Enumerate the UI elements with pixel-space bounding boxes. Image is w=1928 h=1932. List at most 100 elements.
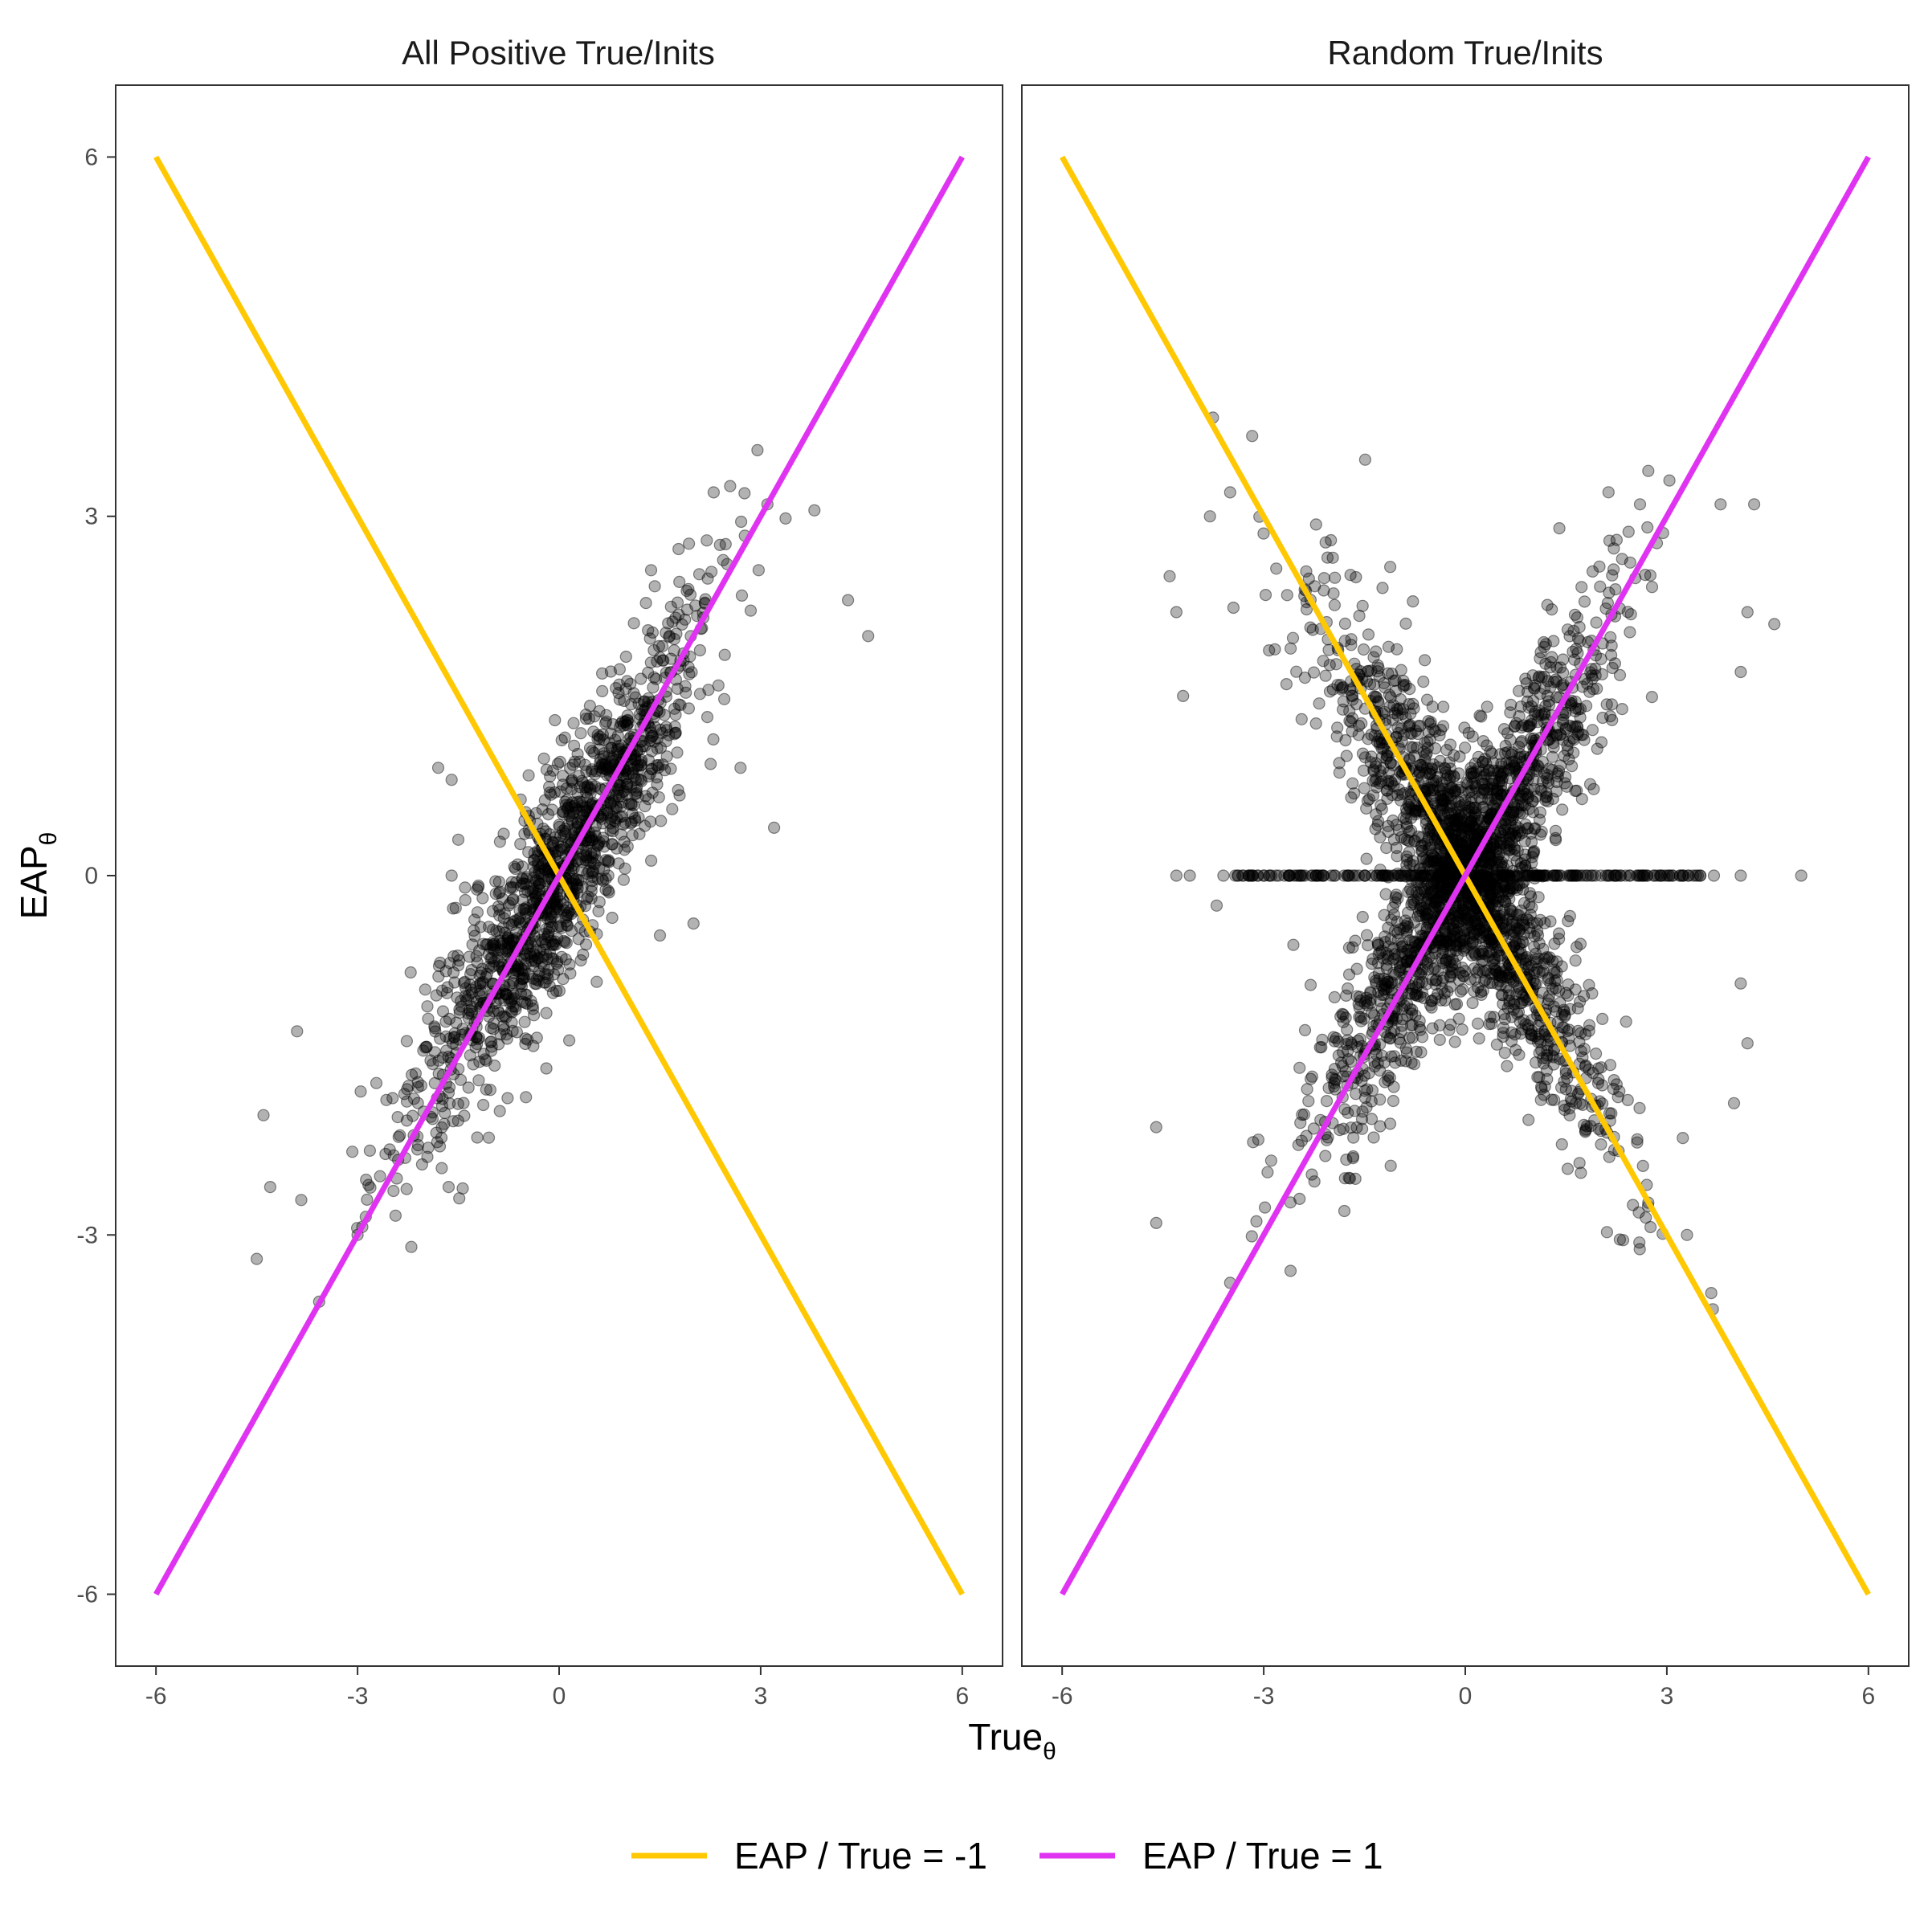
scatter-point — [492, 900, 505, 913]
x-tick-label: 3 — [1660, 1683, 1674, 1709]
scatter-point — [1600, 698, 1613, 711]
scatter-point — [492, 909, 506, 922]
scatter-point — [626, 766, 639, 780]
scatter-point — [1290, 665, 1303, 678]
scatter-point — [622, 767, 635, 781]
scatter-point — [506, 933, 519, 947]
scatter-point — [1409, 1009, 1422, 1022]
scatter-point — [666, 615, 679, 628]
scatter-point — [596, 762, 610, 775]
scatter-point — [526, 892, 539, 905]
scatter-point — [526, 1003, 540, 1015]
scatter-point — [1538, 1089, 1550, 1101]
scatter-point — [612, 790, 626, 803]
scatter-point — [1610, 1078, 1624, 1091]
scatter-point — [454, 1073, 468, 1086]
scatter-point — [669, 726, 682, 739]
scatter-point — [689, 599, 702, 612]
scatter-point — [500, 933, 514, 947]
scatter-point — [1403, 802, 1417, 815]
scatter-point — [471, 956, 484, 969]
scatter-point — [549, 938, 562, 951]
x-tick-label: -6 — [1052, 1683, 1073, 1709]
scatter-point — [1693, 869, 1707, 882]
scatter-point — [508, 992, 521, 1005]
scatter-point — [1358, 751, 1372, 764]
scatter-point — [545, 907, 558, 921]
scatter-point — [463, 1003, 476, 1017]
scatter-point — [1589, 1047, 1603, 1060]
scatter-point — [674, 699, 687, 712]
scatter-point — [557, 778, 570, 791]
scatter-point — [457, 1097, 470, 1109]
scatter-point — [531, 849, 544, 862]
scatter-point — [651, 655, 664, 668]
scatter-point — [1383, 561, 1397, 574]
scatter-point — [558, 935, 571, 949]
scatter-point — [563, 762, 577, 774]
scatter-point — [518, 1015, 531, 1028]
scatter-point — [546, 839, 560, 852]
scatter-point — [519, 1037, 532, 1051]
scatter-point — [471, 1131, 484, 1144]
scatter-point — [593, 861, 606, 875]
scatter-point — [1568, 608, 1582, 621]
scatter-point — [1514, 700, 1527, 713]
scatter-point-outlier — [808, 504, 821, 517]
scatter-point — [643, 632, 656, 645]
scatter-point — [1519, 1018, 1532, 1031]
scatter-point — [1613, 1233, 1627, 1246]
scatter-point — [1526, 856, 1538, 870]
scatter-point — [439, 1106, 451, 1120]
scatter-point — [679, 680, 692, 692]
scatter-point — [1292, 1138, 1305, 1151]
scatter-point — [587, 856, 600, 870]
scatter-point — [1570, 941, 1583, 954]
scatter-point — [1344, 569, 1357, 582]
scatter-point — [719, 537, 732, 551]
scatter-point — [498, 926, 512, 939]
scatter-point — [682, 582, 695, 595]
scatter-point — [1417, 675, 1430, 688]
scatter-point — [606, 911, 619, 925]
scatter-point — [624, 797, 638, 811]
scatter-point — [1360, 852, 1373, 865]
scatter-point — [607, 802, 620, 815]
scatter-point — [1456, 1023, 1468, 1036]
scatter-point — [704, 758, 717, 770]
scatter-point — [1305, 1070, 1319, 1083]
scatter-point — [592, 905, 605, 917]
scatter-point — [1438, 986, 1451, 1000]
scatter-point — [598, 864, 611, 876]
scatter-point — [1381, 869, 1394, 882]
scatter-point — [476, 977, 489, 991]
scatter-point — [1307, 666, 1321, 679]
panel-title: All Positive True/Inits — [402, 34, 715, 71]
scatter-point — [1444, 970, 1457, 984]
scatter-point — [451, 949, 464, 962]
scatter-point — [468, 929, 481, 942]
scatter-point — [644, 564, 658, 577]
scatter-point — [1581, 869, 1595, 882]
scatter-point — [1379, 888, 1392, 901]
scatter-point — [609, 733, 622, 746]
scatter-point — [1564, 699, 1578, 712]
scatter-point — [642, 770, 655, 783]
scatter-point — [451, 1114, 464, 1127]
scatter-point — [668, 702, 681, 715]
scatter-point — [587, 846, 601, 859]
scatter-point — [1603, 534, 1616, 547]
scatter-point — [436, 1051, 449, 1064]
scatter-point — [642, 692, 655, 705]
scatter-point — [487, 1023, 500, 1035]
scatter-point — [1309, 518, 1322, 531]
scatter-point — [487, 936, 500, 949]
scatter-point — [1337, 1070, 1350, 1083]
scatter-point — [1420, 762, 1433, 774]
scatter-point — [503, 937, 516, 950]
scatter-point — [1371, 695, 1385, 708]
scatter-point — [617, 770, 630, 784]
scatter-point — [1583, 1019, 1596, 1031]
scatter-point — [1362, 938, 1375, 952]
